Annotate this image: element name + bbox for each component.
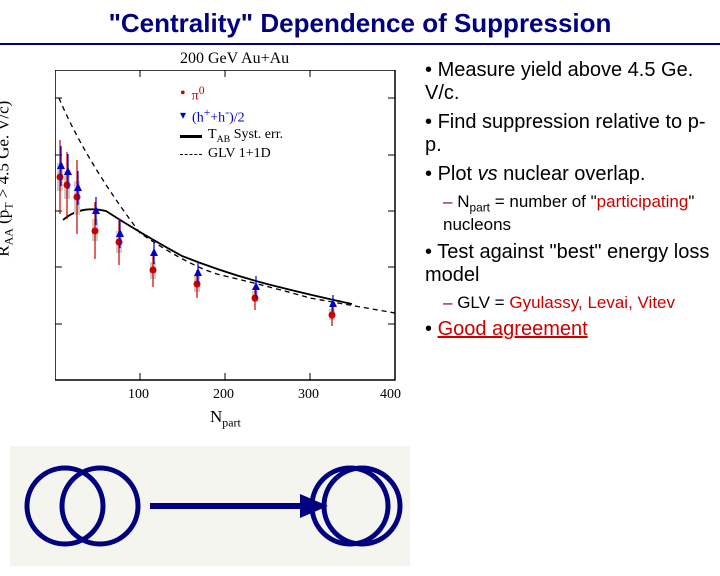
sub1-post: = number of " (490, 192, 597, 211)
bullet-1-text: Measure yield above 4.5 Ge. V/c. (425, 59, 693, 104)
x-axis-label: Npart (210, 407, 241, 430)
chart-legend: • π0 ▾ (h++h-)/2 TAB Syst. err. GLV 1+1D (180, 83, 283, 163)
bullet-5-text: Good agreement (438, 318, 588, 340)
svg-text:300: 300 (298, 387, 319, 402)
bullet-2: • Find suppression relative to p-p. (425, 111, 710, 157)
bullet-3-pre: Plot (438, 163, 478, 185)
legend-pi0: • π0 (180, 84, 283, 105)
sub2-pre: GLV = (457, 293, 509, 312)
legend-h: ▾ (h++h-)/2 (180, 106, 283, 127)
sub1-pre: N (457, 192, 469, 211)
sub2-red: Gyulassy, Levai, Vitev (509, 293, 675, 312)
sub-bullet-2: – GLV = Gyulassy, Levai, Vitev (443, 293, 710, 313)
sub1-sub: part (469, 200, 490, 214)
sub1-red: participating (597, 192, 689, 211)
bullet-3-vs: vs (478, 163, 498, 185)
bullet-5: • Good agreement (425, 318, 710, 341)
chart-title: 200 GeV Au+Au (180, 50, 289, 68)
slide-title: "Centrality" Dependence of Suppression (0, 0, 720, 45)
svg-text:200: 200 (213, 387, 234, 402)
overlap-diagram (10, 446, 410, 566)
legend-syst: TAB Syst. err. (180, 127, 283, 145)
content-area: 200 GeV Au+Au RAA (pT > 4.5 Ge. V/c) Npa… (0, 45, 720, 571)
chart-area: 200 GeV Au+Au RAA (pT > 4.5 Ge. V/c) Npa… (0, 45, 420, 435)
bullet-3-post: nuclear overlap. (498, 163, 646, 185)
bullet-2-text: Find suppression relative to p-p. (425, 111, 705, 156)
bullet-panel: • Measure yield above 4.5 Ge. V/c. • Fin… (420, 45, 720, 571)
svg-text:400: 400 (380, 387, 401, 402)
sub-bullet-1: – Npart = number of "participating" nucl… (443, 192, 710, 235)
y-axis-label: RAA (pT > 4.5 Ge. V/c) (0, 101, 17, 257)
legend-glv: GLV 1+1D (180, 146, 283, 162)
bullet-4: • Test against "best" energy loss model (425, 241, 710, 287)
bullet-3: • Plot vs nuclear overlap. (425, 163, 710, 186)
bullet-4-text: Test against "best" energy loss model (425, 241, 709, 286)
bullet-1: • Measure yield above 4.5 Ge. V/c. (425, 59, 710, 105)
svg-text:100: 100 (128, 387, 149, 402)
left-panel: 200 GeV Au+Au RAA (pT > 4.5 Ge. V/c) Npa… (0, 45, 420, 571)
